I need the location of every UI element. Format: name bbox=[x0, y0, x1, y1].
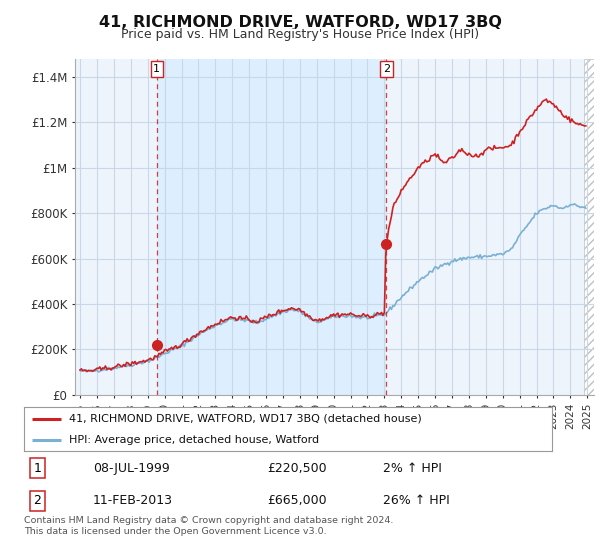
Bar bbox=[584, 59, 594, 395]
Text: 1: 1 bbox=[154, 64, 160, 74]
Text: HPI: Average price, detached house, Watford: HPI: Average price, detached house, Watf… bbox=[69, 435, 319, 445]
Text: £665,000: £665,000 bbox=[267, 494, 326, 507]
Text: 41, RICHMOND DRIVE, WATFORD, WD17 3BQ (detached house): 41, RICHMOND DRIVE, WATFORD, WD17 3BQ (d… bbox=[69, 414, 422, 424]
Bar bbox=[157, 59, 386, 395]
Text: 2: 2 bbox=[33, 494, 41, 507]
Text: 2% ↑ HPI: 2% ↑ HPI bbox=[383, 462, 442, 475]
Text: Price paid vs. HM Land Registry's House Price Index (HPI): Price paid vs. HM Land Registry's House … bbox=[121, 28, 479, 41]
Text: 11-FEB-2013: 11-FEB-2013 bbox=[92, 494, 173, 507]
Text: 41, RICHMOND DRIVE, WATFORD, WD17 3BQ: 41, RICHMOND DRIVE, WATFORD, WD17 3BQ bbox=[98, 15, 502, 30]
Text: 2: 2 bbox=[383, 64, 390, 74]
Text: 26% ↑ HPI: 26% ↑ HPI bbox=[383, 494, 450, 507]
Text: Contains HM Land Registry data © Crown copyright and database right 2024.
This d: Contains HM Land Registry data © Crown c… bbox=[24, 516, 394, 536]
Text: 08-JUL-1999: 08-JUL-1999 bbox=[92, 462, 169, 475]
Text: 1: 1 bbox=[33, 462, 41, 475]
Text: £220,500: £220,500 bbox=[267, 462, 326, 475]
